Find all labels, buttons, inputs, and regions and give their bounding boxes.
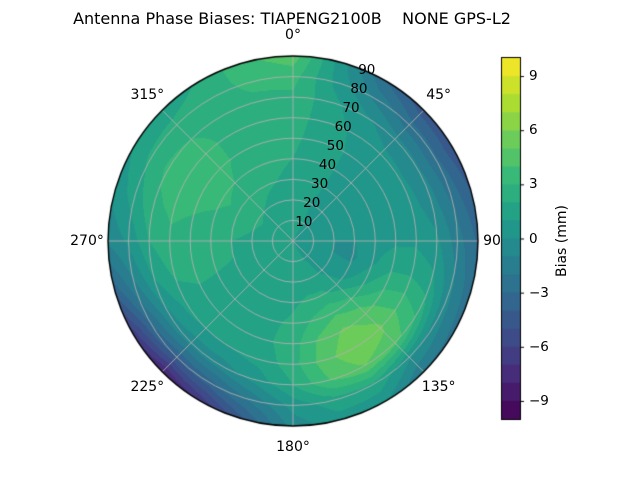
angular-tick-label-45: 45° bbox=[426, 87, 452, 104]
angular-tick-label-180: 180° bbox=[276, 439, 310, 455]
angular-tick-label-135: 135° bbox=[421, 378, 456, 395]
colorbar-tick-label--6: −6 bbox=[529, 338, 549, 355]
angular-tick-label-270: 270° bbox=[70, 233, 104, 249]
colorbar-axis-label: Bias (mm) bbox=[554, 204, 570, 278]
colorbar-tick-label-3: 3 bbox=[529, 176, 538, 193]
radial-tick-label-40: 40 bbox=[318, 157, 337, 174]
radial-tick-label-80: 80 bbox=[350, 81, 368, 98]
radial-tick-label-20: 20 bbox=[303, 195, 321, 212]
angular-tick-label-0: 0° bbox=[285, 27, 301, 43]
radial-tick-label-10: 10 bbox=[295, 214, 313, 230]
radial-tick-label-90: 90 bbox=[358, 62, 376, 79]
angular-tick-label-225: 225° bbox=[130, 378, 165, 395]
chart-title: Antenna Phase Biases: TIAPENG2100B NONE … bbox=[73, 9, 511, 28]
colorbar-tick-label-6: 6 bbox=[529, 122, 538, 139]
angular-tick-label-90: 90 bbox=[483, 233, 501, 249]
angular-tick-label-315: 315° bbox=[130, 87, 165, 104]
colorbar-tick-label-9: 9 bbox=[529, 68, 538, 85]
radial-tick-label-70: 70 bbox=[342, 100, 360, 117]
colorbar-tick-label--3: −3 bbox=[529, 284, 549, 301]
radial-tick-label-30: 30 bbox=[311, 176, 329, 193]
radial-tick-label-60: 60 bbox=[334, 119, 352, 136]
colorbar-tick-label--9: −9 bbox=[529, 392, 549, 409]
radial-tick-label-50: 50 bbox=[326, 138, 344, 155]
colorbar-tick-label-0: 0 bbox=[529, 230, 538, 247]
